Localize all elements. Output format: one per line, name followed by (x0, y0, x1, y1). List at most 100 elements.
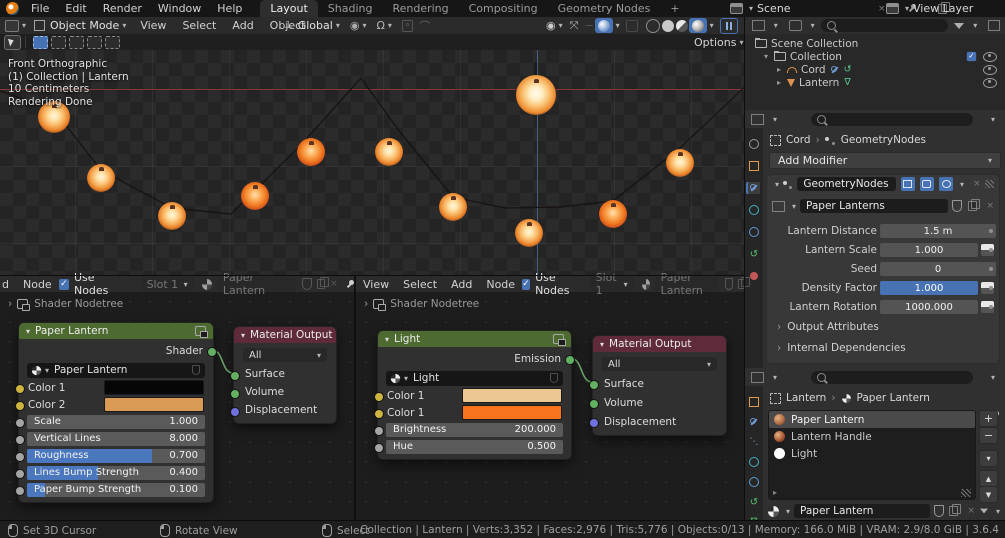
material-slot-paper-lantern[interactable]: Paper Lantern (769, 411, 975, 428)
viewport-menu-select[interactable]: Select (182, 19, 217, 32)
gizmo-icon[interactable]: ⤧ (569, 18, 579, 32)
viewport-menu-add[interactable]: Add (232, 19, 254, 32)
menu-help[interactable]: Help (217, 2, 243, 15)
pivot-icon[interactable]: ◉ (349, 19, 360, 32)
filter-funnel-icon[interactable] (979, 508, 988, 514)
value-slider[interactable]: Lines Bump Strength 0.400 (27, 465, 205, 480)
shader-menu-select[interactable]: Select (403, 277, 438, 291)
resize-grip-icon[interactable] (961, 488, 971, 497)
falloff-curve-icon[interactable]: ⌒ (419, 19, 431, 33)
outliner-item-label[interactable]: Collection (790, 50, 842, 63)
scene-name[interactable]: Scene (757, 2, 791, 15)
paper-lantern-object[interactable] (241, 182, 269, 210)
node-socket-gray[interactable] (15, 486, 25, 496)
outliner-row-lantern[interactable]: ▸ Lantern ∇ (745, 76, 1005, 89)
browse-icon[interactable] (390, 373, 401, 383)
breadcrumb-object[interactable]: Cord (786, 134, 811, 146)
blender-logo-icon[interactable] (6, 2, 19, 15)
node-socket-green[interactable] (230, 371, 240, 381)
browse-material-icon[interactable] (768, 505, 779, 517)
outliner-row-scene-collection[interactable]: Scene Collection (745, 37, 1005, 50)
editor-separator[interactable] (354, 276, 355, 520)
use-nodes-checkbox[interactable]: ✓ (522, 278, 531, 290)
extras-chevron-icon[interactable]: ▾ (960, 179, 965, 189)
select-mode-extend-icon[interactable] (105, 35, 120, 49)
editor-separator[interactable] (0, 275, 745, 276)
expand-down-icon[interactable]: ▾ (764, 52, 769, 61)
mode-selector[interactable]: Object Mode (50, 19, 120, 32)
value-slider[interactable]: Hue 0.500 (386, 439, 563, 454)
node-socket-yellow[interactable] (15, 401, 25, 411)
menu-file[interactable]: File (31, 2, 50, 15)
material-slot-lantern-handle[interactable]: Lantern Handle (769, 428, 975, 445)
field-value[interactable]: 1.000 (880, 281, 978, 295)
breadcrumb-item[interactable]: GeometryNodes (840, 134, 926, 146)
paper-lantern-object[interactable] (38, 101, 70, 133)
expand-right-icon[interactable]: ▸ (777, 78, 782, 87)
viewport-menu-view[interactable]: View (140, 19, 167, 32)
xray-toggle-icon[interactable] (625, 19, 638, 32)
node-socket-green[interactable] (565, 355, 575, 365)
delete-scene-icon[interactable]: × (878, 3, 886, 14)
material-name-field[interactable]: Paper Lantern (216, 271, 297, 297)
field-value[interactable]: 1000.000 (880, 300, 978, 314)
paper-lantern-object[interactable] (515, 219, 543, 247)
animate-property-dot[interactable] (989, 229, 993, 233)
section-output-attributes[interactable]: › Output Attributes (777, 321, 879, 333)
field-value[interactable]: 0 (880, 262, 996, 276)
hide-in-viewport-icon[interactable] (983, 64, 997, 75)
active-tool-icon[interactable] (4, 34, 21, 50)
proportional-editing-icon[interactable]: ◦ (401, 19, 414, 32)
pin-icon[interactable] (346, 279, 355, 289)
node-tree-icon[interactable] (772, 200, 785, 212)
unlink-material-icon[interactable]: × (330, 279, 338, 289)
shading-rendered-icon[interactable] (688, 18, 707, 33)
select-mode-box-icon[interactable] (51, 35, 66, 49)
new-collection-icon[interactable] (988, 20, 1001, 31)
tab-particles[interactable]: ⋱ (749, 437, 759, 447)
editor-type-icon[interactable] (751, 113, 764, 125)
color-swatch[interactable] (462, 388, 562, 403)
move-slot-up-button[interactable]: ▲ (979, 470, 998, 487)
node-header[interactable]: ▾ Light (378, 331, 571, 347)
fake-user-shield-icon[interactable] (934, 505, 945, 517)
properties-search-input[interactable] (811, 370, 974, 384)
expand-icon[interactable]: ▸ (773, 488, 778, 497)
value-slider[interactable]: Brightness 200.000 (386, 422, 563, 437)
outliner-row-collection[interactable]: ▾ Collection ✓ (745, 50, 1005, 63)
transform-orientation[interactable]: ⊥ Global ▾ ◉ ▾ Ω ▾ ◦ ⌒ (284, 19, 431, 33)
workspace-tab-compositing[interactable]: Compositing (468, 2, 538, 15)
animate-property-dot[interactable] (989, 267, 993, 271)
collapse-chevron-icon[interactable]: ▾ (26, 326, 31, 336)
unpin-icon[interactable] (908, 4, 917, 13)
shader-menu-node[interactable]: Node (486, 277, 516, 291)
tab-modifiers[interactable] (748, 416, 760, 428)
view-layer-name[interactable]: View Layer (913, 2, 974, 15)
outliner-item-label[interactable]: Lantern (799, 76, 840, 89)
breadcrumb-object[interactable]: Lantern (786, 392, 827, 404)
select-mode-tweak-icon[interactable] (33, 35, 48, 49)
copy-node-group-icon[interactable] (968, 199, 981, 211)
select-mode-lasso-icon[interactable] (87, 35, 102, 49)
node-socket-yellow[interactable] (374, 392, 384, 402)
scene-selector[interactable]: ▾ Scene × (730, 1, 950, 16)
tab-object-data[interactable]: ↺ (749, 248, 759, 260)
node-socket-yellow[interactable] (374, 409, 384, 419)
breadcrumb-item[interactable]: Paper Lantern (856, 392, 930, 404)
use-nodes-checkbox[interactable]: ✓ (58, 278, 69, 290)
node-group-field[interactable]: Paper Lanterns (800, 199, 949, 213)
lantern-cord[interactable] (0, 50, 745, 276)
outliner-item-label[interactable]: Cord (801, 63, 826, 76)
section-internal-dependencies[interactable]: › Internal Dependencies (777, 342, 906, 354)
unlink-material-icon[interactable]: × (967, 506, 975, 516)
pause-render-button[interactable] (719, 17, 738, 34)
paper-lantern-object[interactable] (666, 149, 694, 177)
panel-separator[interactable] (744, 17, 745, 520)
shader-menu-add[interactable]: Add (451, 277, 473, 291)
slot-dropdown[interactable]: Slot 1 ▾ (589, 271, 634, 297)
properties-search-input[interactable] (811, 112, 974, 126)
target-dropdown[interactable]: All ▾ (243, 348, 327, 362)
node-socket-gray[interactable] (15, 469, 25, 479)
tab-physics[interactable] (748, 204, 760, 216)
paper-lantern-object[interactable] (439, 193, 467, 221)
